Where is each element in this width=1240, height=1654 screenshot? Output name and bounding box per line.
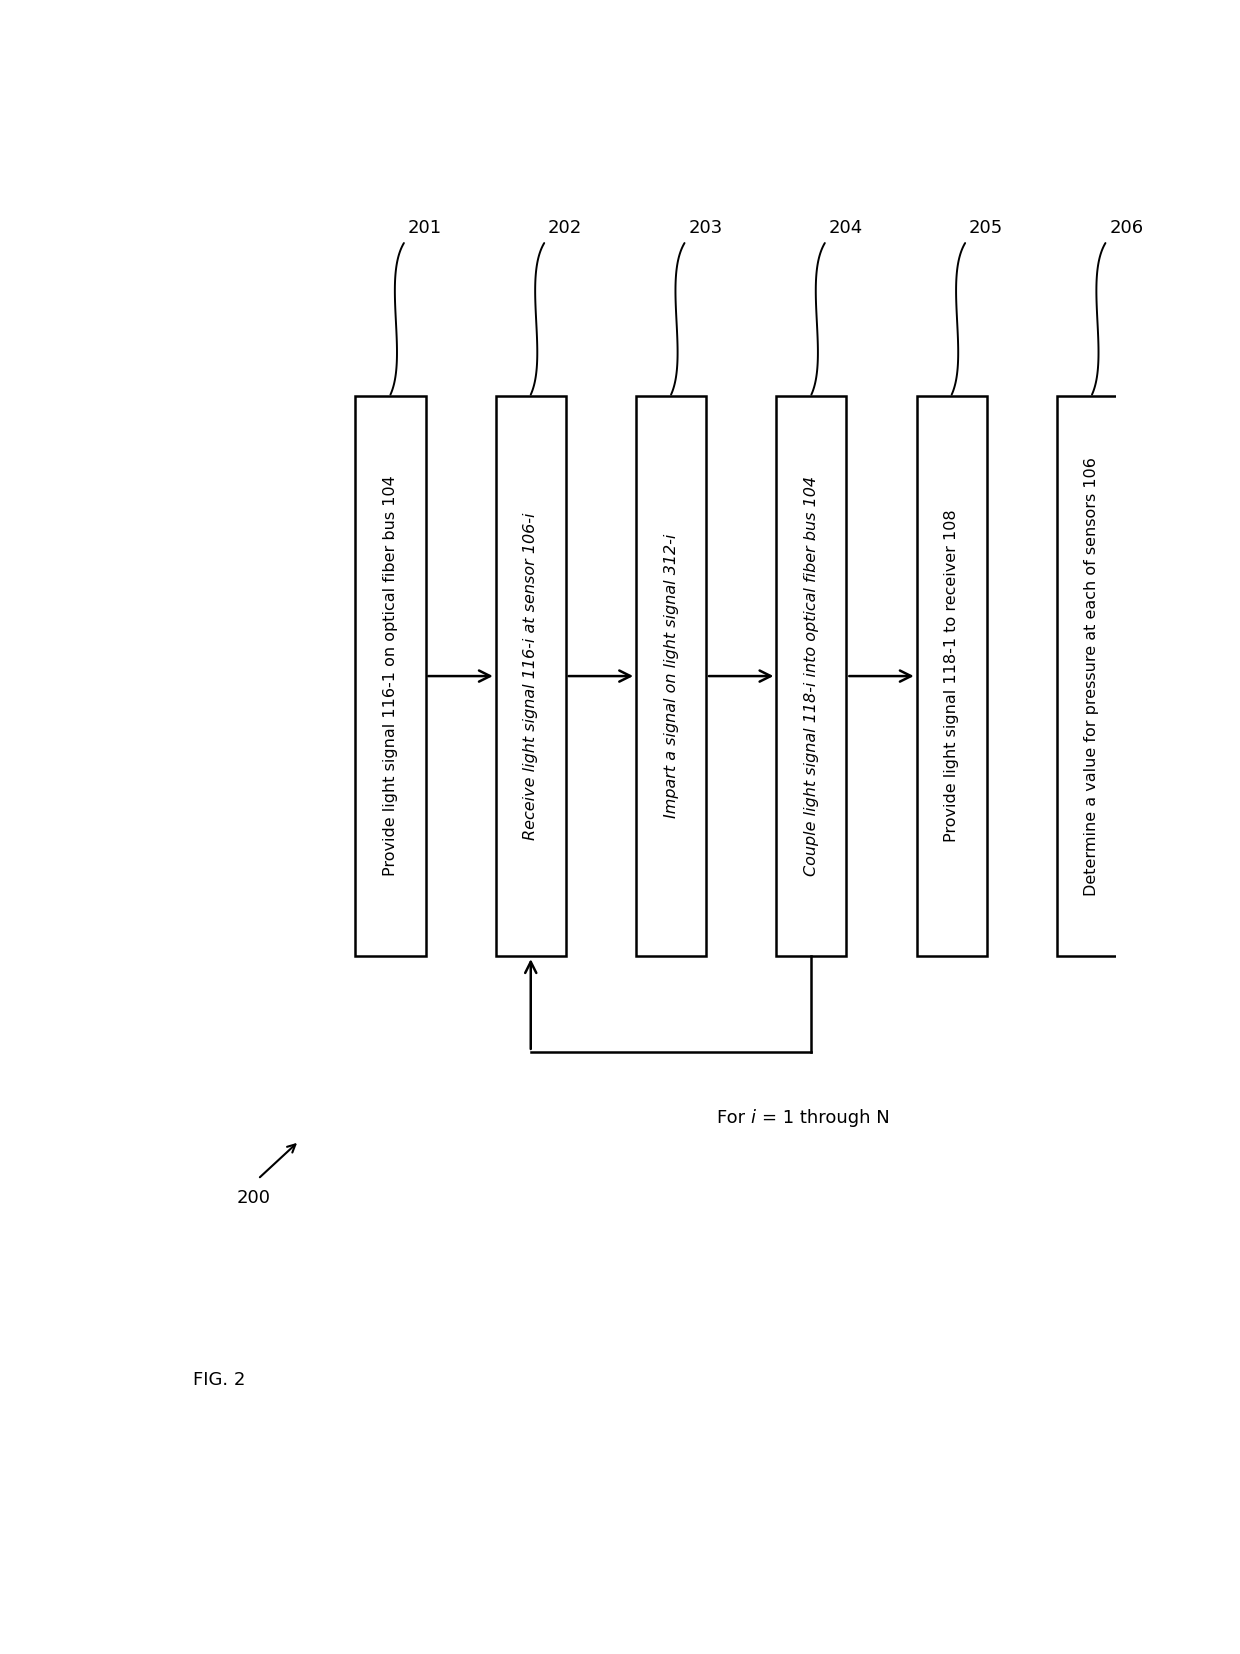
Text: 204: 204: [828, 218, 863, 237]
Text: Determine a value for pressure at each of sensors 106: Determine a value for pressure at each o…: [1085, 457, 1100, 895]
Text: 206: 206: [1110, 218, 1143, 237]
Text: i: i: [751, 1110, 756, 1126]
Bar: [496, 395, 565, 956]
Text: 202: 202: [548, 218, 583, 237]
Text: FIG. 2: FIG. 2: [193, 1371, 246, 1389]
Bar: [916, 395, 987, 956]
Text: 201: 201: [408, 218, 441, 237]
Text: = 1 through N: = 1 through N: [763, 1110, 890, 1126]
Text: 203: 203: [688, 218, 723, 237]
Text: Provide light signal 118-1 to receiver 108: Provide light signal 118-1 to receiver 1…: [944, 509, 960, 842]
Text: Couple light signal 118-i into optical fiber bus 104: Couple light signal 118-i into optical f…: [804, 476, 818, 877]
Bar: [356, 395, 425, 956]
Text: Receive light signal 116-i at sensor 106-i: Receive light signal 116-i at sensor 106…: [523, 513, 538, 840]
Bar: [636, 395, 706, 956]
Text: Provide light signal 116-1 on optical fiber bus 104: Provide light signal 116-1 on optical fi…: [383, 476, 398, 877]
Bar: [1056, 395, 1127, 956]
Text: 205: 205: [968, 218, 1003, 237]
Text: For: For: [717, 1110, 751, 1126]
Bar: [776, 395, 847, 956]
Text: 200: 200: [237, 1189, 270, 1207]
Text: Impart a signal on light signal 312-i: Impart a signal on light signal 312-i: [663, 534, 678, 819]
